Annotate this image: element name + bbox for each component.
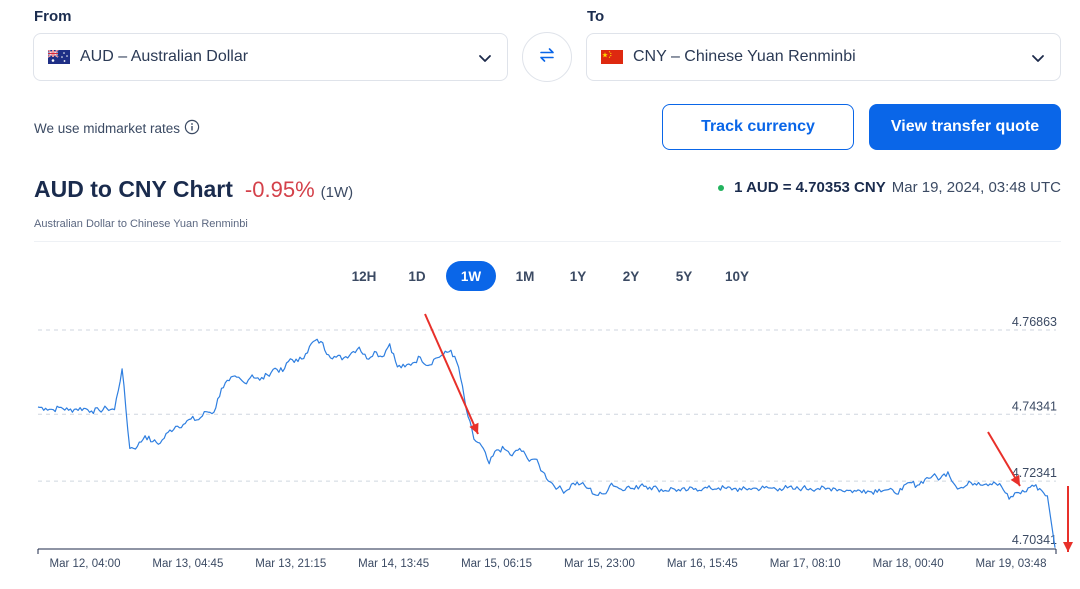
x-tick-label: Mar 13, 04:45: [152, 558, 223, 570]
period-5y[interactable]: 5Y: [675, 268, 693, 284]
annotation-arrow: [424, 313, 479, 435]
annotation-arrow-head: [469, 422, 479, 434]
live-dot-icon: [718, 184, 725, 191]
period-1d[interactable]: 1D: [408, 268, 426, 284]
chart-change: -0.95%: [244, 177, 315, 202]
swap-currencies-button[interactable]: [522, 32, 572, 82]
midmarket-note: We use midmarket rates: [34, 119, 200, 138]
chevron-down-icon: [477, 50, 493, 71]
x-tick-label: Mar 17, 08:10: [770, 558, 841, 570]
y-tick-label: 4.74341: [1012, 399, 1057, 413]
from-currency-select[interactable]: AUD – Australian Dollar: [33, 33, 508, 81]
annotation-arrow-head: [1063, 542, 1073, 552]
x-tick-label: Mar 12, 04:00: [50, 558, 121, 570]
chart-heading: AUD to CNY Chart -0.95% (1W): [34, 176, 353, 203]
period-12h[interactable]: 12H: [351, 268, 377, 284]
current-rate-timestamp: Mar 19, 2024, 03:48 UTC: [891, 179, 1061, 196]
chart-title: AUD to CNY Chart: [34, 176, 233, 202]
to-label: To: [587, 8, 605, 25]
x-tick-label: Mar 14, 13:45: [358, 558, 429, 570]
chevron-down-icon: [1030, 50, 1046, 71]
info-icon[interactable]: [184, 119, 200, 138]
x-tick-label: Mar 15, 23:00: [564, 558, 635, 570]
to-currency-select[interactable]: CNY – Chinese Yuan Renminbi: [586, 33, 1061, 81]
y-tick-label: 4.72341: [1012, 466, 1057, 480]
annotation-arrow-head: [1010, 474, 1020, 486]
period-1w[interactable]: 1W: [446, 261, 496, 291]
period-2y[interactable]: 2Y: [622, 268, 640, 284]
from-label: From: [34, 8, 72, 25]
x-tick-label: Mar 13, 21:15: [255, 558, 326, 570]
period-1y[interactable]: 1Y: [569, 268, 587, 284]
china-flag-icon: [601, 50, 623, 64]
track-currency-button[interactable]: Track currency: [662, 104, 854, 150]
period-10y[interactable]: 10Y: [724, 268, 750, 284]
divider: [34, 241, 1061, 242]
rate-chart[interactable]: 4.76863 4.74341 4.72341 4.70341 Mar 12, 04:0…: [0, 300, 1080, 589]
period-1m[interactable]: 1M: [515, 268, 535, 284]
midmarket-note-text: We use midmarket rates: [34, 121, 181, 136]
chart-period-label: (1W): [320, 184, 354, 201]
current-rate: 1 AUD = 4.70353 CNY Mar 19, 2024, 03:48 …: [718, 179, 1061, 196]
x-tick-label: Mar 16, 15:45: [667, 558, 738, 570]
annotation-arrow: [987, 431, 1021, 487]
x-tick-label: Mar 15, 06:15: [461, 558, 532, 570]
view-transfer-quote-button[interactable]: View transfer quote: [869, 104, 1061, 150]
rate-line[interactable]: [37, 338, 1056, 548]
chart-subtitle: Australian Dollar to Chinese Yuan Renmin…: [34, 218, 248, 230]
to-currency-text: CNY – Chinese Yuan Renminbi: [633, 48, 856, 65]
x-tick-label: Mar 19, 03:48: [976, 558, 1047, 570]
swap-arrows-icon: [538, 46, 556, 69]
current-rate-value: 1 AUD = 4.70353 CNY: [734, 179, 886, 196]
australia-flag-icon: [48, 50, 70, 64]
y-tick-label: 4.76863: [1012, 315, 1057, 329]
period-selector: 12H 1D 1W 1M 1Y 2Y 5Y 10Y: [340, 261, 766, 291]
y-tick-label: 4.70341: [1012, 533, 1057, 547]
x-tick-label: Mar 18, 00:40: [873, 558, 944, 570]
from-currency-text: AUD – Australian Dollar: [80, 48, 249, 65]
